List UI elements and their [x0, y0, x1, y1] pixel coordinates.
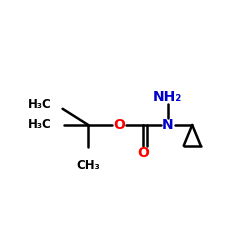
Text: N: N	[162, 118, 173, 132]
Text: O: O	[113, 118, 125, 132]
Text: NH₂: NH₂	[153, 90, 182, 104]
Text: H₃C: H₃C	[28, 98, 52, 111]
Text: O: O	[138, 146, 149, 160]
Text: H₃C: H₃C	[28, 118, 52, 132]
Text: CH₃: CH₃	[76, 159, 100, 172]
